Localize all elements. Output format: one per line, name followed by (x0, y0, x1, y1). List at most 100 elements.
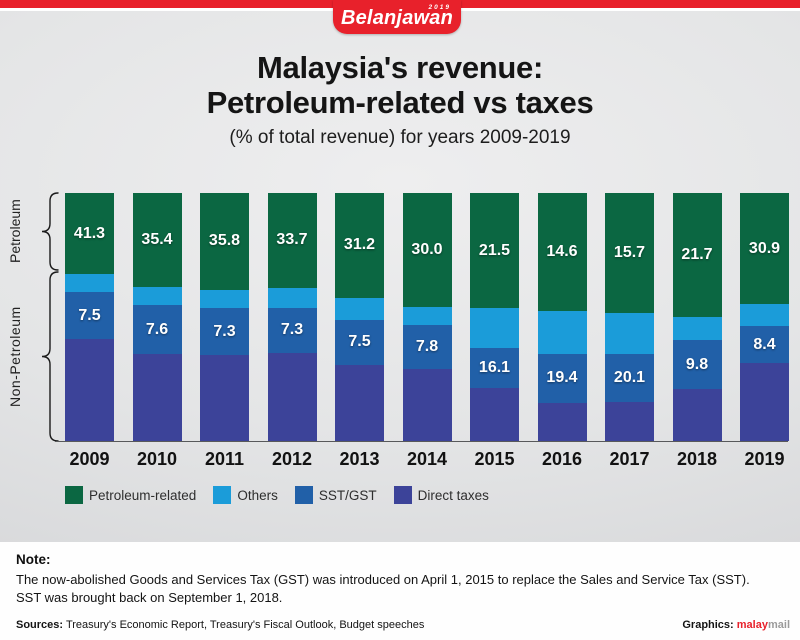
legend-label-direct-taxes: Direct taxes (417, 487, 489, 503)
chart-subtitle: (% of total revenue) for years 2009-2019 (229, 127, 571, 148)
bar-2014: 30.0 7.8 (402, 193, 452, 441)
year-label-2011: 2011 (204, 449, 245, 469)
legend-label-others: Others (237, 487, 278, 503)
value-label-petroleum-related-2009: 41.3 (73, 224, 106, 242)
belanjawan-2019-logo: Belanjawan 2019 (333, 0, 461, 34)
sources-credit: Sources: Treasury's Economic Report, Tre… (16, 619, 424, 631)
value-label-sst-gst-2016: 19.4 (546, 369, 578, 387)
legend-item-sst-gst: SST/GST (294, 486, 377, 504)
value-label-petroleum-related-2014: 30.0 (411, 241, 443, 259)
note-text: The now-abolished Goods and Services Tax… (16, 571, 784, 607)
value-label-petroleum-related-2012: 33.7 (276, 231, 308, 249)
segment-petroleum-related-2013: 31.2 (335, 193, 384, 298)
bar-2016: 14.6 19.4 (537, 193, 587, 441)
segment-others-2013 (335, 297, 384, 320)
value-label-sst-gst-2018: 9.8 (685, 355, 709, 373)
segment-direct-taxes-2019 (740, 363, 789, 441)
brand-malay: malay (736, 619, 768, 631)
sources-row: Sources: Treasury's Economic Report, Tre… (16, 619, 790, 631)
segment-direct-taxes-2012 (267, 352, 317, 441)
segment-sst-gst-2016: 19.4 (537, 353, 587, 404)
segment-petroleum-related-2015: 21.5 (470, 193, 519, 309)
chart-legend: Petroleum-related Others SST/GST Direct tax… (65, 486, 489, 504)
group-label-non-petroleum: Non-Petroleum (7, 306, 23, 407)
x-axis-years: 2009 2010 2011 2012 2013 2014 2015 2016 2017 2018… (65, 449, 789, 470)
segment-others-2010 (132, 286, 182, 306)
segment-petroleum-related-2016: 14.6 (537, 193, 587, 312)
segment-others-2018 (672, 317, 722, 341)
segment-sst-gst-2011: 7.3 (200, 308, 249, 356)
segment-sst-gst-2017: 20.1 (605, 353, 654, 403)
group-label-petroleum: Petroleum (7, 199, 23, 264)
bar-2017: 15.7 20.1 (605, 193, 654, 441)
segment-petroleum-related-2018: 21.7 (672, 193, 722, 317)
segment-direct-taxes-2009 (65, 339, 114, 441)
value-label-sst-gst-2010: 7.6 (145, 320, 169, 338)
segment-others-2016 (537, 311, 587, 354)
segment-direct-taxes-2015 (470, 387, 519, 441)
segment-petroleum-related-2010: 35.4 (132, 193, 182, 287)
segment-sst-gst-2014: 7.8 (402, 325, 452, 370)
year-label-2013: 2013 (339, 449, 380, 469)
value-label-sst-gst-2017: 20.1 (613, 368, 646, 386)
segment-others-2019 (740, 304, 789, 327)
logo-year: 2019 (428, 4, 451, 11)
year-label-2016: 2016 (541, 449, 583, 469)
value-label-petroleum-related-2017: 15.7 (613, 244, 646, 262)
value-label-sst-gst-2012: 7.3 (280, 321, 304, 339)
value-label-sst-gst-2015: 16.1 (478, 358, 511, 376)
note-label: Note: (16, 552, 51, 567)
legend-swatch-petroleum-related (65, 486, 83, 504)
value-label-petroleum-related-2011: 35.8 (208, 232, 241, 250)
value-label-petroleum-related-2018: 21.7 (681, 246, 713, 263)
segment-direct-taxes-2010 (132, 354, 182, 441)
value-label-petroleum-related-2010: 35.4 (141, 230, 173, 248)
year-label-2017: 2017 (609, 449, 650, 469)
sources-text: Treasury's Economic Report, Treasury's F… (65, 619, 425, 631)
legend-item-others: Others (213, 486, 278, 504)
segment-sst-gst-2018: 9.8 (672, 340, 722, 390)
legend-swatch-others (213, 486, 232, 504)
bar-2011: 35.8 7.3 (200, 193, 249, 441)
value-label-sst-gst-2011: 7.3 (213, 322, 236, 340)
segment-direct-taxes-2013 (335, 364, 384, 441)
bar-2018: 21.7 9.8 (672, 193, 722, 441)
segment-petroleum-related-2012: 33.7 (267, 193, 317, 288)
note-line-2: SST was brought back on September 1, 201… (16, 590, 283, 605)
segment-direct-taxes-2018 (672, 389, 722, 441)
value-label-petroleum-related-2019: 30.9 (748, 239, 781, 257)
segment-sst-gst-2009: 7.5 (65, 292, 114, 340)
bar-2019: 30.9 8.4 (740, 193, 789, 441)
year-label-2019: 2019 (744, 449, 785, 469)
segment-direct-taxes-2016 (537, 403, 587, 441)
bar-2010: 35.4 7.6 (132, 193, 182, 441)
segment-petroleum-related-2011: 35.8 (200, 193, 249, 290)
segment-others-2015 (470, 308, 519, 348)
segment-petroleum-related-2009: 41.3 (65, 193, 114, 275)
segment-petroleum-related-2017: 15.7 (605, 193, 654, 314)
segment-petroleum-related-2019: 30.9 (740, 193, 789, 305)
value-label-sst-gst-2013: 7.5 (348, 333, 371, 351)
x-axis-baseline (55, 441, 788, 442)
brand-mail: mail (767, 619, 790, 631)
segment-sst-gst-2015: 16.1 (470, 347, 519, 388)
year-label-2015: 2015 (474, 449, 515, 469)
axis-braces (41, 192, 59, 442)
bar-2009: 41.3 7.5 (65, 193, 114, 441)
value-label-sst-gst-2014: 7.8 (415, 338, 439, 356)
segment-petroleum-related-2014: 30.0 (402, 193, 452, 308)
segment-sst-gst-2019: 8.4 (740, 326, 789, 364)
segment-direct-taxes-2017 (605, 402, 654, 441)
legend-item-direct-taxes: Direct taxes (393, 486, 489, 504)
bar-2015: 21.5 16.1 (470, 193, 519, 441)
segment-others-2014 (402, 307, 452, 326)
segment-direct-taxes-2011 (200, 355, 249, 441)
year-label-2012: 2012 (271, 449, 313, 469)
segment-sst-gst-2013: 7.5 (335, 319, 384, 365)
segment-others-2017 (605, 313, 654, 354)
note-section: Note: The now-abolished Goods and Servic… (0, 542, 800, 640)
note-line-1: The now-abolished Goods and Services Tax… (16, 572, 750, 587)
segment-others-2012 (267, 287, 317, 309)
segment-sst-gst-2012: 7.3 (267, 308, 317, 353)
sources-label: Sources: (16, 619, 64, 631)
